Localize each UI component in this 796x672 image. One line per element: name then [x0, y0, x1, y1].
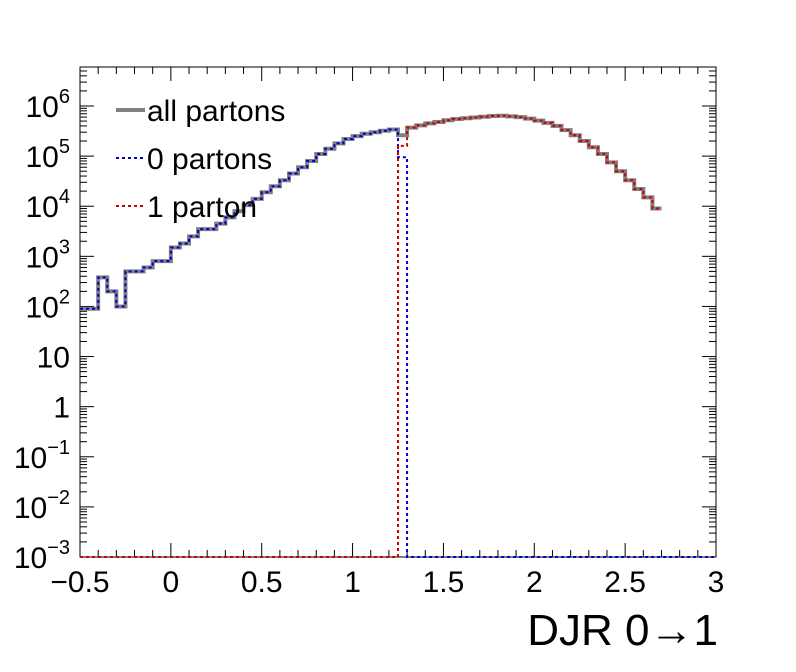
y-tick-label: 103 — [26, 236, 71, 274]
y-tick-label: 10−2 — [14, 487, 70, 525]
legend-label: all partons — [147, 95, 285, 128]
x-tick-label: 2 — [526, 566, 543, 599]
x-tick-label: 0 — [163, 566, 180, 599]
y-tick-labels: 10−3 10−2 10−1 1 10 102 103 104 105 106 — [14, 86, 70, 575]
y-tick-label: 102 — [26, 286, 71, 324]
histogram-series-layer — [80, 113, 716, 558]
y-tick-label: 105 — [26, 136, 71, 174]
series-line-0-partons — [80, 128, 716, 558]
x-tick-label: 1 — [344, 566, 361, 599]
y-tick-label: 106 — [26, 86, 71, 124]
y-tick-label: 10−3 — [14, 537, 70, 575]
x-tick-label: 0.5 — [241, 566, 283, 599]
x-tick-labels: −0.5 0 0.5 1 1.5 2 2.5 3 — [50, 566, 724, 599]
x-tick-label: 3 — [708, 566, 725, 599]
x-axis-title: DJR 0→1 — [527, 606, 718, 655]
legend-label: 1 parton — [147, 191, 257, 224]
x-tick-label: 1.5 — [423, 566, 465, 599]
y-tick-label: 10−1 — [14, 437, 70, 475]
series-line-1-parton — [80, 114, 662, 558]
legend-label: 0 partons — [147, 143, 272, 176]
legend: all partons 0 partons 1 parton — [116, 95, 285, 224]
y-tick-label: 10 — [37, 342, 70, 375]
y-tick-label: 1 — [53, 392, 70, 425]
x-tick-label: 2.5 — [604, 566, 646, 599]
y-tick-label: 104 — [26, 186, 71, 224]
x-tick-label: −0.5 — [50, 566, 109, 599]
